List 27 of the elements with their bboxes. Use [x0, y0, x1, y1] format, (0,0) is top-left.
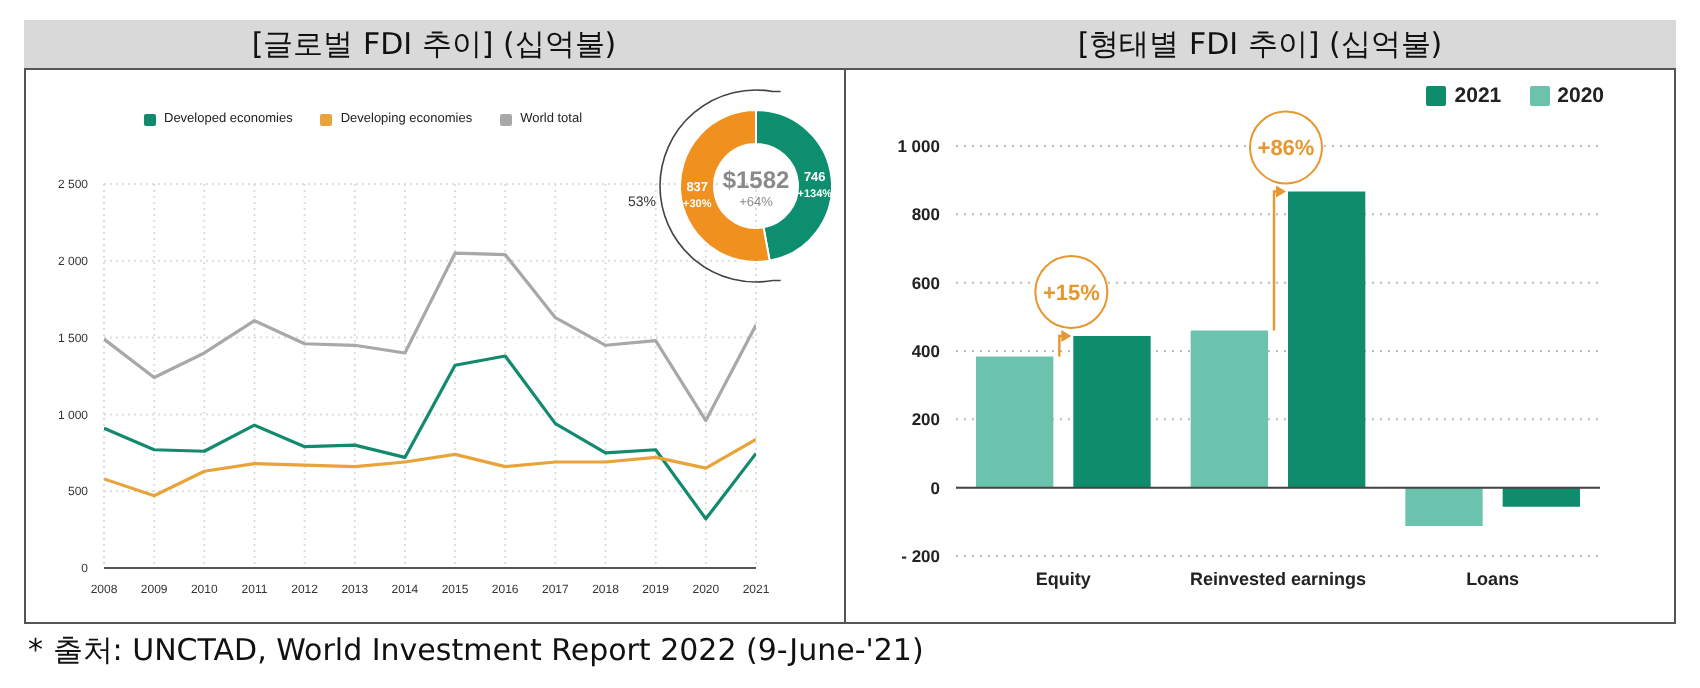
x-tick-label: Reinvested earnings: [1189, 568, 1367, 589]
bar: [1405, 487, 1483, 526]
text: * 출처: UNCTAD, World Investment Report 2022 (9-June-'21): [28, 632, 924, 670]
line-series: [104, 437, 756, 498]
y-tick-label: 1 000: [897, 136, 941, 157]
legend-label: 2021: [1454, 84, 1502, 108]
chart-title: [글로벌 FDI 추이] (십억불): [24, 20, 844, 70]
annotation: +86%: [1257, 137, 1315, 162]
line-series: [104, 354, 756, 521]
y-tick-label: - 200: [901, 546, 941, 567]
annotation: +15%: [1042, 281, 1101, 306]
y-tick-label: 800: [911, 204, 941, 225]
y-tick-label: 400: [911, 341, 941, 362]
legend-label: 2020: [1557, 84, 1604, 108]
y-tick-label: 600: [911, 272, 941, 293]
x-tick-label: Loans: [1466, 568, 1520, 589]
chart-title: [형태별 FDI 추이] (십억불): [844, 20, 1676, 70]
bar: [1288, 191, 1366, 488]
x-tick-label: Equity: [1035, 568, 1091, 589]
bar: [1073, 335, 1151, 488]
bar: [1190, 330, 1268, 488]
annotation: $1582: [722, 166, 791, 194]
y-tick-label: 0: [930, 477, 941, 498]
line-series: [104, 251, 756, 423]
y-tick-label: 200: [911, 409, 941, 430]
bar: [976, 356, 1054, 488]
bar: [1502, 487, 1580, 507]
